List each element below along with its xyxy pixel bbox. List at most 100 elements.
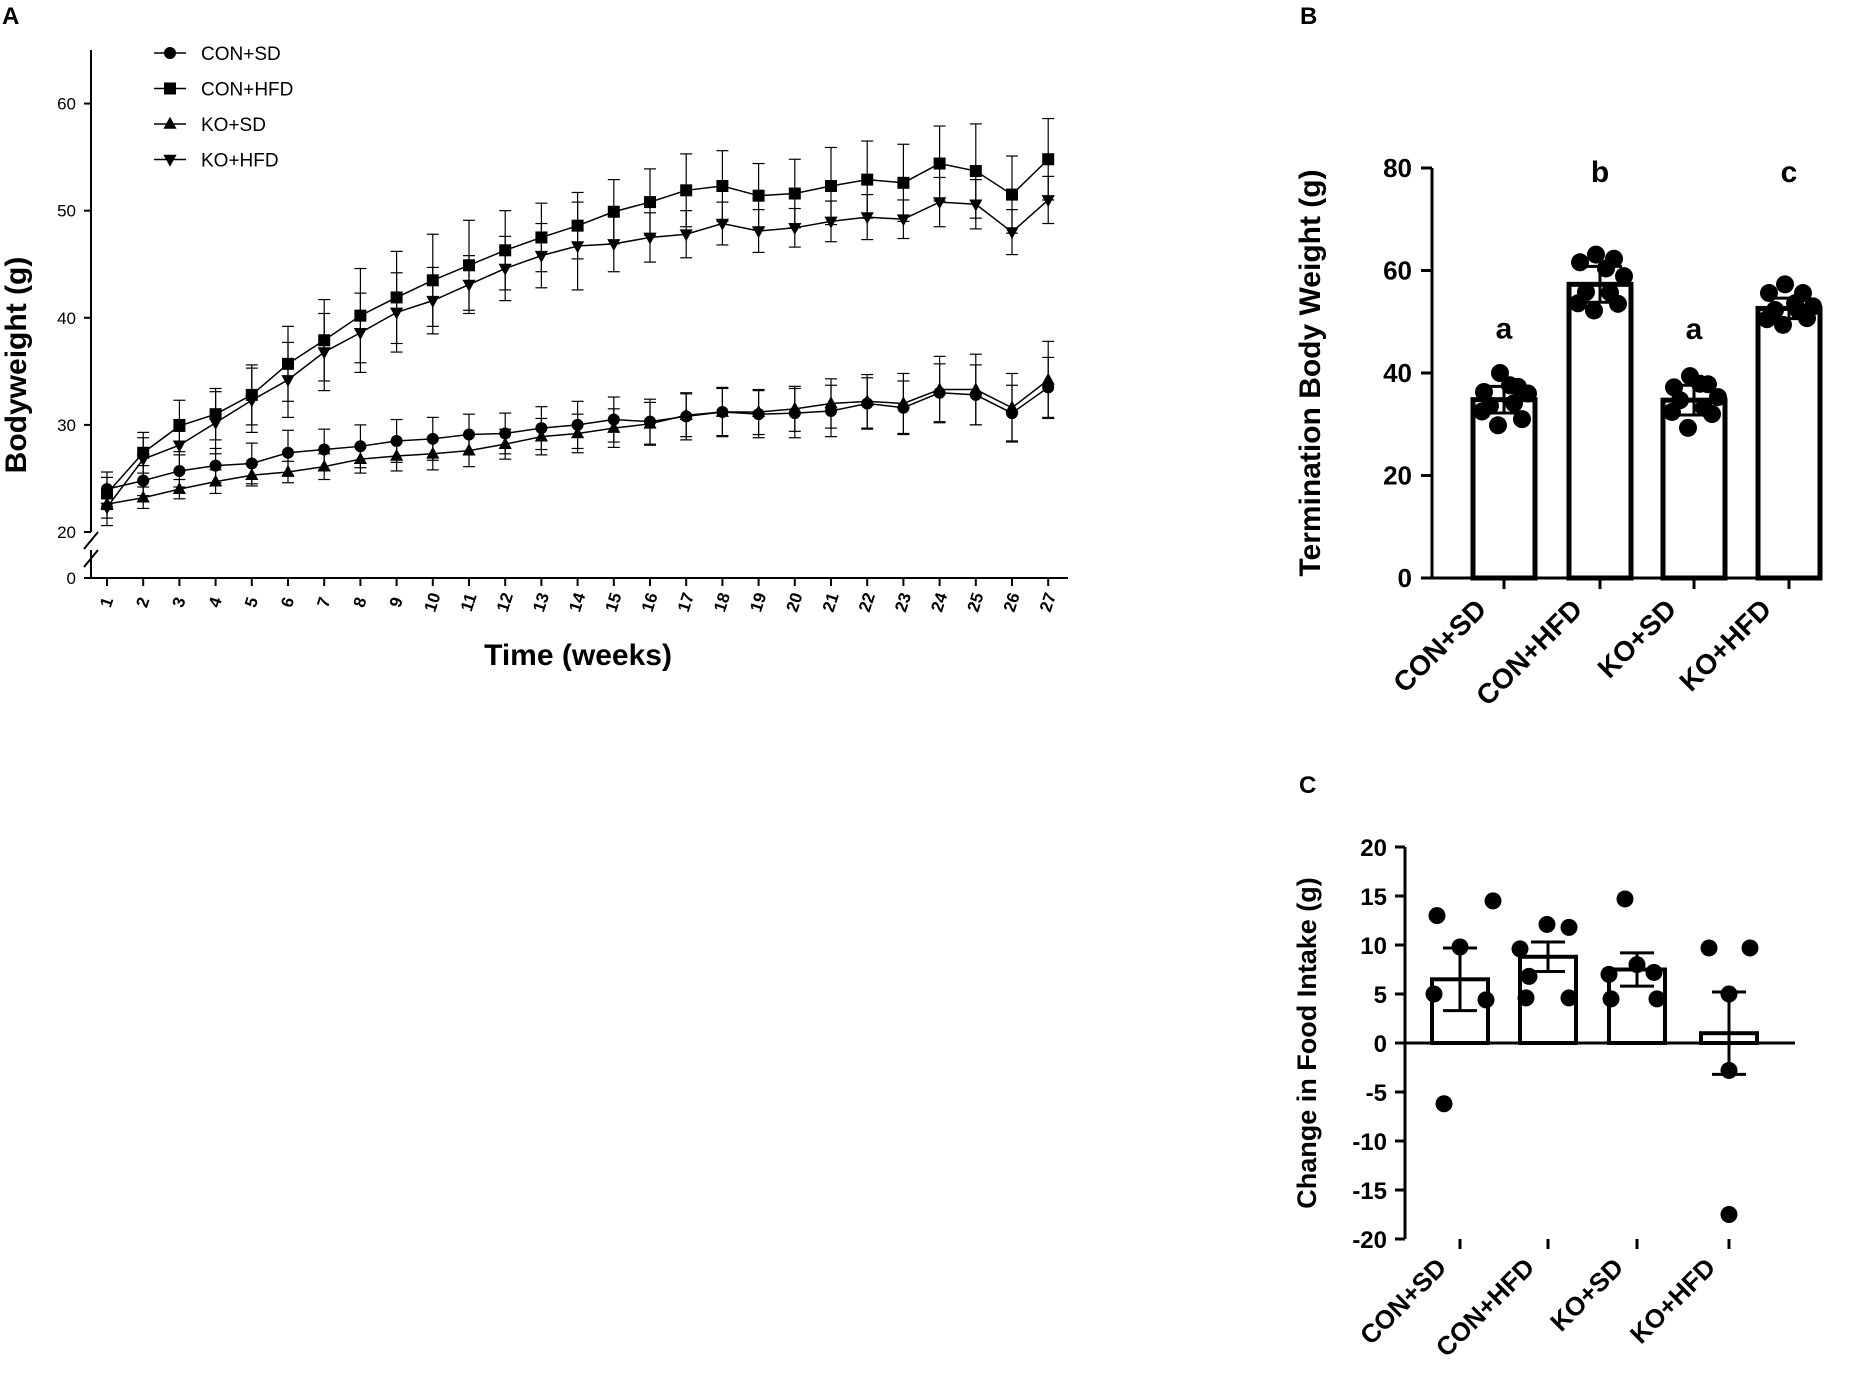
a-data-point <box>1006 188 1018 201</box>
a-data-point <box>318 443 331 456</box>
a-data-point <box>317 347 331 360</box>
a-data-point <box>679 229 693 242</box>
panel-a-line-chart: 0 Bodyweight (g) Time (weeks) 20 30 40 50 60… <box>0 44 1068 672</box>
a-data-point <box>498 263 512 276</box>
a-data-point <box>281 464 295 477</box>
b-significance-letter: c <box>1781 156 1798 189</box>
c-y-axis-title: Change in Food Intake (g) <box>1292 877 1322 1209</box>
c-data-point <box>1602 990 1620 1008</box>
a-data-point <box>969 382 983 395</box>
a-data-point <box>172 440 186 453</box>
a-x-tick-label: 12 <box>493 590 517 614</box>
c-data-point <box>1628 956 1646 974</box>
b-data-point <box>1501 376 1519 395</box>
b-data-point <box>1679 418 1697 437</box>
a-data-point <box>136 454 150 467</box>
a-y-tick-label-zero: 0 <box>67 569 76 588</box>
a-x-tick-label: 14 <box>565 590 589 614</box>
c-data-point <box>1538 915 1556 933</box>
a-legend-marker <box>163 116 177 129</box>
a-axis-break-mark-2 <box>83 549 99 568</box>
a-data-point <box>643 232 657 245</box>
a-data-point <box>680 184 693 197</box>
c-y-tick-label: 10 <box>1360 933 1387 960</box>
a-x-tick-label: 11 <box>457 591 481 614</box>
a-data-point <box>317 459 331 472</box>
b-data-point <box>1569 294 1587 313</box>
b-data-point <box>1798 309 1816 328</box>
a-x-tick-label: 1 <box>96 595 117 610</box>
a-data-point <box>824 216 838 229</box>
a-data-point <box>715 218 729 231</box>
a-data-point <box>1005 400 1019 413</box>
b-data-point <box>1473 402 1491 421</box>
a-series-ko-sd <box>100 340 1055 519</box>
a-x-tick-label: 23 <box>891 590 915 614</box>
b-category-label: KO+SD <box>1592 593 1683 684</box>
a-legend-marker <box>164 47 176 59</box>
a-y-axis-title: Bodyweight (g) <box>0 257 33 474</box>
c-y-tick-label: -15 <box>1352 1178 1387 1205</box>
a-x-tick-label: 21 <box>819 590 843 614</box>
a-data-point <box>897 176 910 189</box>
a-x-axis-title: Time (weeks) <box>484 639 672 672</box>
a-x-tick-label: 9 <box>386 595 407 610</box>
a-data-point <box>860 394 874 407</box>
a-data-point <box>752 189 765 202</box>
c-data-point <box>1511 940 1529 958</box>
b-data-point <box>1571 253 1589 272</box>
c-category-label: KO+HFD <box>1624 1252 1721 1349</box>
panel-letter-a: A <box>2 3 19 30</box>
a-x-tick-label: 18 <box>710 590 734 614</box>
a-data-point <box>752 404 766 417</box>
c-category-label: KO+SD <box>1544 1252 1629 1337</box>
b-bar <box>1566 281 1634 581</box>
a-x-tick-label: 6 <box>277 595 298 610</box>
a-x-tick-label: 27 <box>1036 590 1060 614</box>
a-x-tick-label: 8 <box>350 595 371 610</box>
b-data-point <box>1776 275 1794 294</box>
c-y-tick-label: -10 <box>1352 1129 1387 1156</box>
a-data-point <box>716 180 729 193</box>
c-data-point <box>1560 989 1578 1007</box>
b-bar <box>1755 305 1823 581</box>
a-data-point <box>390 448 404 461</box>
a-data-point <box>715 404 729 417</box>
a-data-point <box>426 295 440 308</box>
a-data-point <box>282 446 294 459</box>
panel-c-bar-chart: Change in Food Intake (g) -20 -15 -10 -5 0 5 1… <box>1292 835 1795 1363</box>
a-data-point <box>1041 372 1055 385</box>
a-data-point <box>607 239 621 252</box>
b-y-tick-label: 60 <box>1383 256 1412 286</box>
a-data-point <box>861 173 874 186</box>
a-data-point <box>100 502 114 515</box>
panel-letter-b: B <box>1300 3 1317 30</box>
a-data-point <box>245 468 259 481</box>
a-data-point <box>788 401 802 414</box>
b-data-point <box>1489 416 1507 435</box>
c-y-tick-label: 0 <box>1374 1031 1387 1058</box>
a-data-point <box>679 408 693 421</box>
c-y-tick-label: -20 <box>1352 1227 1387 1254</box>
a-x-tick-label: 3 <box>169 595 190 610</box>
c-data-point <box>1720 985 1738 1003</box>
c-data-point <box>1720 1061 1738 1079</box>
c-y-tick-label: 20 <box>1360 835 1387 862</box>
a-x-tick-label: 24 <box>927 590 951 614</box>
b-data-point <box>1709 388 1727 407</box>
c-data-point <box>1741 939 1759 957</box>
a-data-point <box>534 429 548 442</box>
b-data-point <box>1663 402 1681 421</box>
b-data-point <box>1758 310 1776 329</box>
a-legend-marker <box>164 82 176 95</box>
a-legend-label: CON+SD <box>201 44 281 65</box>
b-data-point <box>1597 259 1615 278</box>
a-x-tick-label: 19 <box>746 590 770 614</box>
a-y-tick-label: 30 <box>57 416 76 435</box>
a-x-tick-label: 7 <box>313 595 334 610</box>
c-data-point <box>1425 985 1443 1003</box>
a-y-tick-label: 50 <box>57 202 76 221</box>
a-legend-label: CON+HFD <box>201 80 293 101</box>
b-data-point <box>1585 301 1603 320</box>
